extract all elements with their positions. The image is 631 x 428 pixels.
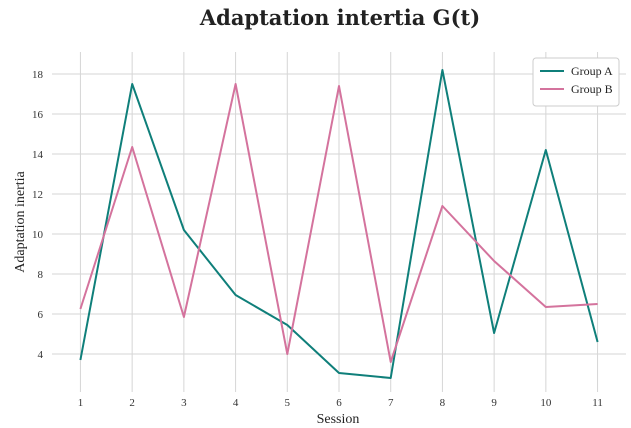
series-line-group-a xyxy=(79,69,599,379)
x-tick-label: 7 xyxy=(388,397,394,409)
x-axis-ticks: 1 2 3 4 5 6 7 8 9 10 11 xyxy=(78,397,603,409)
x-tick-label: 3 xyxy=(181,397,187,409)
x-tick-label: 5 xyxy=(285,397,291,409)
x-axis-label: Session xyxy=(317,412,360,427)
grid xyxy=(52,52,626,392)
legend-label: Group B xyxy=(571,82,613,96)
x-tick-label: 8 xyxy=(440,397,446,409)
x-tick-label: 10 xyxy=(540,397,552,409)
x-tick-label: 4 xyxy=(233,397,239,409)
x-tick-label: 1 xyxy=(78,397,84,409)
x-tick-label: 2 xyxy=(129,397,135,409)
y-tick-label: 18 xyxy=(32,69,44,81)
x-tick-label: 6 xyxy=(336,397,342,409)
chart-title: Adaptation intertia G(t) xyxy=(199,5,480,30)
y-tick-label: 10 xyxy=(32,229,44,241)
legend-label: Group A xyxy=(571,64,613,78)
y-axis-ticks: 4 6 8 10 12 14 16 18 xyxy=(32,69,44,361)
y-tick-label: 12 xyxy=(32,189,43,201)
y-tick-label: 4 xyxy=(38,349,44,361)
y-tick-label: 8 xyxy=(38,269,44,281)
series-line-group-b xyxy=(79,83,598,363)
y-tick-label: 14 xyxy=(32,149,44,161)
x-tick-label: 11 xyxy=(592,397,603,409)
y-axis-label: Adaptation inertia xyxy=(13,170,28,272)
series-lines xyxy=(79,69,599,379)
x-tick-label: 9 xyxy=(491,397,497,409)
legend: Group A Group B xyxy=(532,57,620,107)
y-tick-label: 16 xyxy=(32,109,44,121)
y-tick-label: 6 xyxy=(38,309,44,321)
